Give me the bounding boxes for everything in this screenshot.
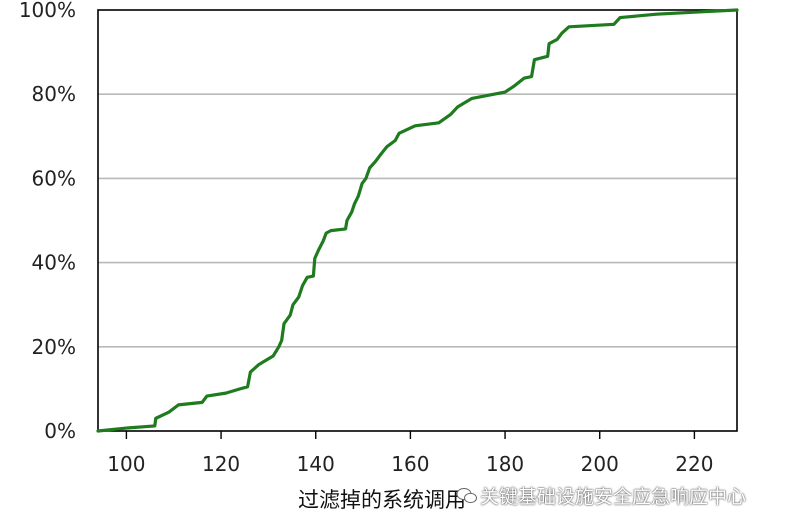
x-tick-label: 140 [297, 452, 335, 476]
watermark: 关键基础设施安全应急响应中心 [456, 482, 746, 509]
y-tick-label: 100% [19, 0, 76, 22]
x-tick-label: 200 [581, 452, 619, 476]
y-tick-label: 0% [44, 419, 76, 443]
y-tick-label: 20% [32, 335, 76, 359]
y-tick-labels: 0% 20% 40% 60% 80% 100% [19, 0, 76, 443]
cdf-series-line [96, 8, 739, 433]
plot-frame [97, 9, 738, 432]
chart-caption: 过滤掉的系统调用 [298, 488, 466, 512]
cdf-chart: 0% 20% 40% 60% 80% 100% 100 120 140 160 180 200 220 [19, 0, 739, 476]
y-tick-label: 80% [32, 82, 76, 106]
x-tick-label: 100 [107, 452, 145, 476]
series-layer [96, 8, 739, 433]
x-tick-labels: 100 120 140 160 180 200 220 [107, 452, 713, 476]
grid-lines [98, 93, 737, 348]
x-tick-label: 120 [202, 452, 240, 476]
y-tick-label: 60% [32, 166, 76, 190]
wechat-icon [456, 488, 477, 504]
x-tick-label: 160 [391, 452, 429, 476]
x-tick-label: 180 [486, 452, 524, 476]
axes [97, 9, 738, 439]
watermark-text: 关键基础设施安全应急响应中心 [480, 486, 747, 508]
x-tick-label: 220 [675, 452, 713, 476]
y-tick-label: 40% [32, 251, 76, 275]
